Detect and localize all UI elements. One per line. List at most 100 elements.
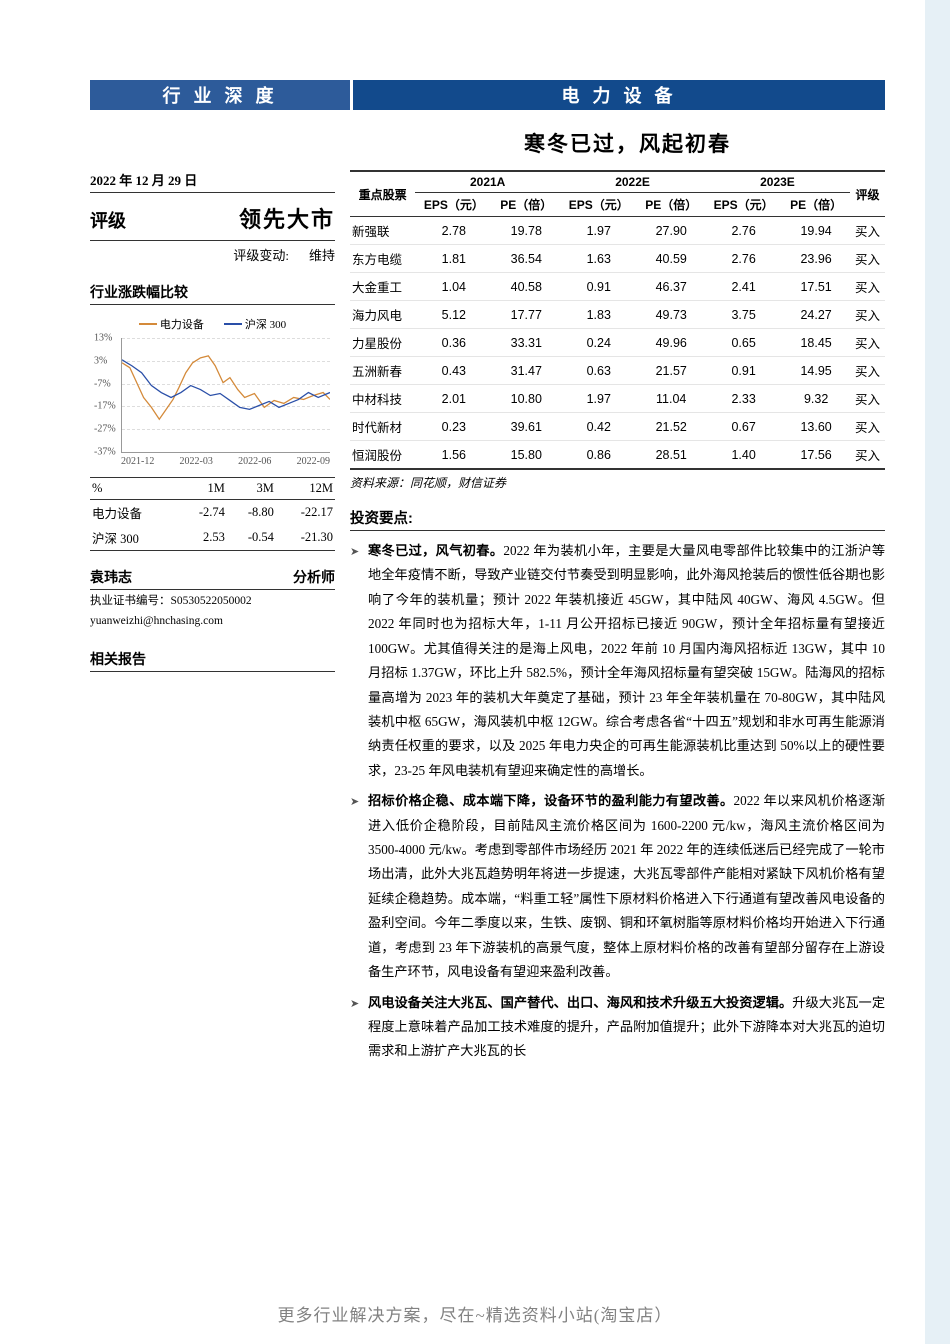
stock-value-cell: 3.75 <box>705 301 782 329</box>
stock-value-cell: 1.97 <box>560 217 637 245</box>
analyst-email: yuanweizhi@hnchasing.com <box>90 613 335 630</box>
stock-value-cell: 49.73 <box>637 301 705 329</box>
stock-value-cell: 46.37 <box>637 273 705 301</box>
investment-point: ➤寒冬已过，风气初春。2022 年为装机小年，主要是大量风电零部件比较集中的江浙… <box>350 539 885 783</box>
stock-value-cell: 15.80 <box>492 441 560 470</box>
stock-value-cell: 49.96 <box>637 329 705 357</box>
stock-row: 五洲新春0.4331.470.6321.570.9114.95买入 <box>350 357 885 385</box>
stock-row: 时代新材0.2339.610.4221.520.6713.60买入 <box>350 413 885 441</box>
stock-value-cell: 23.96 <box>782 245 850 273</box>
investment-point: ➤招标价格企稳、成本端下降，设备环节的盈利能力有望改善。2022 年以来风机价格… <box>350 789 885 984</box>
chart-svg <box>122 338 330 452</box>
stock-value-cell: 买入 <box>850 413 885 441</box>
stock-value-cell: 39.61 <box>492 413 560 441</box>
stock-value-cell: 买入 <box>850 441 885 470</box>
rating-row: 评级 领先大市 <box>90 196 335 241</box>
left-column: 2022 年 12 月 29 日 评级 领先大市 评级变动: 维持 行业涨跌幅比… <box>90 170 350 1070</box>
stock-value-cell: 24.27 <box>782 301 850 329</box>
stock-value-cell: 买入 <box>850 301 885 329</box>
stock-name-cell: 东方电缆 <box>350 245 415 273</box>
x-tick-1: 2022-03 <box>180 456 213 467</box>
stock-row: 恒润股份1.5615.800.8628.511.4017.56买入 <box>350 441 885 470</box>
stock-value-cell: 2.41 <box>705 273 782 301</box>
bullet-icon: ➤ <box>350 539 368 783</box>
x-labels: 2021-12 2022-03 2022-06 2022-09 <box>121 456 330 467</box>
page: 行 业 深 度 电 力 设 备 寒冬已过，风起初春 2022 年 12 月 29… <box>0 0 925 1090</box>
stock-value-cell: 40.59 <box>637 245 705 273</box>
stock-value-cell: 36.54 <box>492 245 560 273</box>
stock-value-cell: 0.42 <box>560 413 637 441</box>
stock-value-cell: 2.01 <box>415 385 492 413</box>
stock-name-cell: 五洲新春 <box>350 357 415 385</box>
stock-row: 新强联2.7819.781.9727.902.7619.94买入 <box>350 217 885 245</box>
stock-value-cell: 0.86 <box>560 441 637 470</box>
comparison-chart: 电力设备 沪深 300 13% 3% -7% -17% -2 <box>90 311 335 471</box>
stock-name-cell: 大金重工 <box>350 273 415 301</box>
legend-item-1: 沪深 300 <box>224 316 286 332</box>
stock-value-cell: 0.65 <box>705 329 782 357</box>
perf-row-1: 沪深 3002.53-0.54-21.30 <box>90 525 335 551</box>
stock-value-cell: 10.80 <box>492 385 560 413</box>
stock-value-cell: 1.81 <box>415 245 492 273</box>
stock-value-cell: 21.57 <box>637 357 705 385</box>
stock-value-cell: 0.23 <box>415 413 492 441</box>
right-column: 重点股票 2021A 2022E 2023E 评级 EPS（元）PE（倍） EP… <box>350 170 885 1070</box>
stock-value-cell: 0.67 <box>705 413 782 441</box>
stock-value-cell: 31.47 <box>492 357 560 385</box>
stock-table: 重点股票 2021A 2022E 2023E 评级 EPS（元）PE（倍） EP… <box>350 170 885 470</box>
investment-point-text: 风电设备关注大兆瓦、国产替代、出口、海风和技术升级五大投资逻辑。升级大兆瓦一定程… <box>368 991 885 1064</box>
rating-label: 评级 <box>90 207 126 233</box>
stock-value-cell: 1.04 <box>415 273 492 301</box>
th-stock: 重点股票 <box>350 171 415 217</box>
bullet-icon: ➤ <box>350 789 368 984</box>
stock-value-cell: 2.76 <box>705 217 782 245</box>
investment-point-text: 招标价格企稳、成本端下降，设备环节的盈利能力有望改善。2022 年以来风机价格逐… <box>368 789 885 984</box>
stock-value-cell: 1.83 <box>560 301 637 329</box>
stock-value-cell: 0.63 <box>560 357 637 385</box>
compare-title: 行业涨跌幅比较 <box>90 282 335 305</box>
stock-value-cell: 1.56 <box>415 441 492 470</box>
th-y3: 2023E <box>705 171 850 193</box>
legend-swatch-0 <box>139 323 157 325</box>
th-y2: 2022E <box>560 171 705 193</box>
rating-change-value: 维持 <box>309 245 335 264</box>
stock-row: 中材科技2.0110.801.9711.042.339.32买入 <box>350 385 885 413</box>
right-accent-bar <box>925 0 950 1344</box>
y-tick-3: -17% <box>94 401 116 412</box>
stock-value-cell: 0.43 <box>415 357 492 385</box>
stock-name-cell: 时代新材 <box>350 413 415 441</box>
stock-value-cell: 18.45 <box>782 329 850 357</box>
legend-swatch-1 <box>224 323 242 325</box>
stock-value-cell: 17.51 <box>782 273 850 301</box>
stock-value-cell: 14.95 <box>782 357 850 385</box>
stock-value-cell: 17.56 <box>782 441 850 470</box>
x-tick-3: 2022-09 <box>297 456 330 467</box>
stock-value-cell: 买入 <box>850 385 885 413</box>
stock-value-cell: 2.76 <box>705 245 782 273</box>
rating-change: 评级变动: 维持 <box>90 245 335 264</box>
stock-name-cell: 中材科技 <box>350 385 415 413</box>
legend-label-0: 电力设备 <box>160 316 204 332</box>
stock-value-cell: 11.04 <box>637 385 705 413</box>
stock-value-cell: 1.97 <box>560 385 637 413</box>
stock-value-cell: 买入 <box>850 357 885 385</box>
stock-value-cell: 2.33 <box>705 385 782 413</box>
analyst-role: 分析师 <box>293 567 335 587</box>
stock-row: 大金重工1.0440.580.9146.372.4117.51买入 <box>350 273 885 301</box>
stock-value-cell: 9.32 <box>782 385 850 413</box>
related-reports-title: 相关报告 <box>90 649 335 672</box>
stock-value-cell: 28.51 <box>637 441 705 470</box>
stock-value-cell: 0.91 <box>560 273 637 301</box>
stock-value-cell: 40.58 <box>492 273 560 301</box>
page-footer: 更多行业解决方案，尽在~精选资料小站(淘宝店） <box>0 1301 950 1326</box>
th-rating: 评级 <box>850 171 885 217</box>
stock-value-cell: 买入 <box>850 273 885 301</box>
investment-points-title: 投资要点: <box>350 507 885 531</box>
stock-value-cell: 买入 <box>850 245 885 273</box>
stock-name-cell: 新强联 <box>350 217 415 245</box>
stock-value-cell: 19.94 <box>782 217 850 245</box>
stock-value-cell: 1.40 <box>705 441 782 470</box>
chart-legend: 电力设备 沪深 300 <box>95 316 330 332</box>
series-2-line <box>122 360 330 410</box>
stock-value-cell: 买入 <box>850 217 885 245</box>
